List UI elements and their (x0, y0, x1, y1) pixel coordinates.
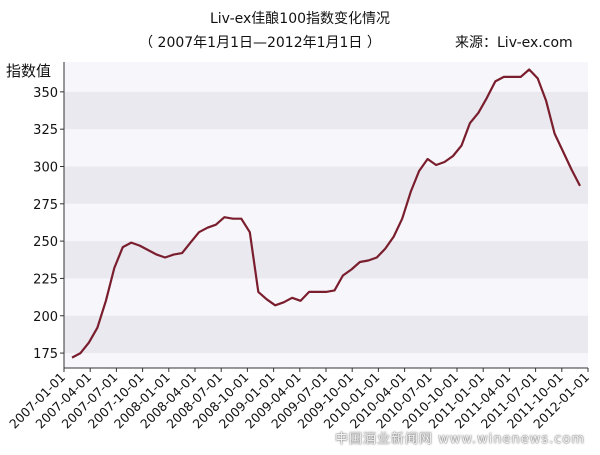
grid-band (64, 241, 588, 279)
y-tick-label: 175 (33, 347, 58, 362)
source-label: 来源：Liv-ex.com (455, 35, 573, 51)
y-tick-label: 300 (33, 160, 58, 175)
series-line (71, 68, 581, 359)
y-tick-label: 350 (33, 86, 58, 101)
y-tick-label: 225 (33, 272, 58, 287)
y-tick-label: 325 (33, 123, 58, 138)
y-axis-label: 指数值 (6, 62, 52, 80)
chart-subtitle: （ 2007年1月1日—2012年1月1日 ） (139, 35, 381, 51)
chart-title: Liv-ex佳酿100指数变化情况 (209, 11, 391, 27)
grid-band (64, 315, 588, 354)
y-tick-label: 200 (33, 310, 58, 325)
y-tick-label: 275 (33, 198, 58, 213)
grid-band (64, 91, 588, 130)
grid-band (64, 166, 588, 204)
watermark-text: 中国酒业新闻网 www.winenews.com (335, 432, 585, 447)
y-tick-label: 250 (33, 235, 58, 250)
